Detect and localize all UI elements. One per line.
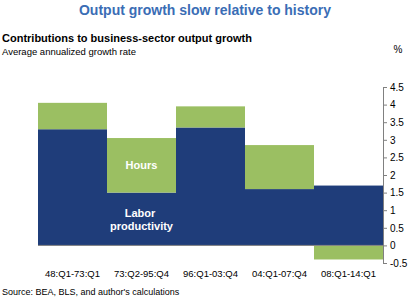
y-tick-label: -0.5 bbox=[390, 258, 408, 269]
x-axis: 48:Q1-73:Q1 73:Q2-95:Q4 96:Q1-03:Q4 04:Q1-0… bbox=[45, 268, 376, 279]
x-tick-label: 48:Q1-73:Q1 bbox=[45, 268, 100, 279]
bar bbox=[314, 186, 383, 246]
y-tick-mark bbox=[383, 122, 387, 123]
x-tick: 73:Q2-95:Q4 bbox=[114, 268, 169, 279]
series-label: Hours bbox=[126, 159, 158, 171]
y-tick-mark bbox=[383, 175, 387, 176]
y-tick-label: 0 bbox=[390, 240, 396, 251]
y-tick: 1 bbox=[383, 205, 396, 216]
y-tick-label: 3.5 bbox=[390, 117, 404, 128]
x-tick-label: 08:Q1-14:Q1 bbox=[321, 268, 376, 279]
y-tick-label: 4 bbox=[390, 99, 396, 110]
bar bbox=[245, 189, 314, 245]
x-tick: 96:Q1-03:Q4 bbox=[183, 268, 238, 279]
y-tick-mark bbox=[383, 157, 387, 158]
y-axis-line bbox=[384, 88, 388, 264]
y-tick: -0.5 bbox=[383, 258, 408, 269]
y-tick: 4 bbox=[383, 99, 396, 110]
x-tick: 48:Q1-73:Q1 bbox=[45, 268, 100, 279]
series-labels: Labor productivity Hours bbox=[110, 159, 174, 231]
y-tick-label: 3 bbox=[390, 135, 396, 146]
zero-line bbox=[38, 245, 383, 246]
y-tick: 4.5 bbox=[383, 82, 404, 93]
x-tick: 08:Q1-14:Q1 bbox=[321, 268, 376, 279]
bar bbox=[107, 138, 176, 193]
y-tick: 1.5 bbox=[383, 187, 404, 198]
y-unit: % bbox=[394, 44, 403, 55]
bars bbox=[38, 103, 383, 260]
y-tick-mark bbox=[383, 87, 387, 88]
y-axis: -0.5 0 0.5 1 1.5 2 2.5 3 3.5 4 4.5 bbox=[383, 82, 408, 269]
bar bbox=[107, 193, 176, 246]
bar bbox=[245, 145, 314, 189]
y-tick-label: 2.5 bbox=[390, 152, 404, 163]
y-tick-mark bbox=[383, 140, 387, 141]
y-tick-mark bbox=[383, 210, 387, 211]
chart: Output growth slow relative to history Co… bbox=[0, 0, 410, 300]
subtitle: Contributions to business-sector output … bbox=[2, 32, 252, 44]
y-tick: 0.5 bbox=[383, 223, 404, 234]
source: Source: BEA, BLS, and author's calculati… bbox=[2, 287, 180, 297]
bar bbox=[176, 127, 245, 245]
y-tick-mark bbox=[383, 245, 387, 246]
series-label: Labor productivity bbox=[110, 207, 174, 232]
bar bbox=[38, 129, 107, 245]
y-tick: 3.5 bbox=[383, 117, 404, 128]
y-tick: 2 bbox=[383, 170, 396, 181]
x-tick: 04:Q1-07:Q4 bbox=[252, 268, 307, 279]
y-tick-mark bbox=[383, 228, 387, 229]
y-tick-label: 4.5 bbox=[390, 82, 404, 93]
bar bbox=[176, 106, 245, 127]
y-tick: 3 bbox=[383, 135, 396, 146]
y-tick-mark bbox=[383, 105, 387, 106]
y-tick-mark bbox=[383, 263, 387, 264]
x-tick-label: 96:Q1-03:Q4 bbox=[183, 268, 238, 279]
y-tick-label: 1 bbox=[390, 205, 396, 216]
y-tick-mark bbox=[383, 193, 387, 194]
y-tick-label: 2 bbox=[390, 170, 396, 181]
axis-note: Average annualized growth rate bbox=[2, 46, 136, 57]
x-tick-label: 73:Q2-95:Q4 bbox=[114, 268, 169, 279]
bar bbox=[314, 245, 383, 259]
bar bbox=[38, 103, 107, 129]
y-tick-label: 1.5 bbox=[390, 187, 404, 198]
x-tick-label: 04:Q1-07:Q4 bbox=[252, 268, 307, 279]
y-tick-label: 0.5 bbox=[390, 223, 404, 234]
y-tick: 0 bbox=[383, 240, 396, 251]
title: Output growth slow relative to history bbox=[79, 2, 331, 18]
y-tick: 2.5 bbox=[383, 152, 404, 163]
